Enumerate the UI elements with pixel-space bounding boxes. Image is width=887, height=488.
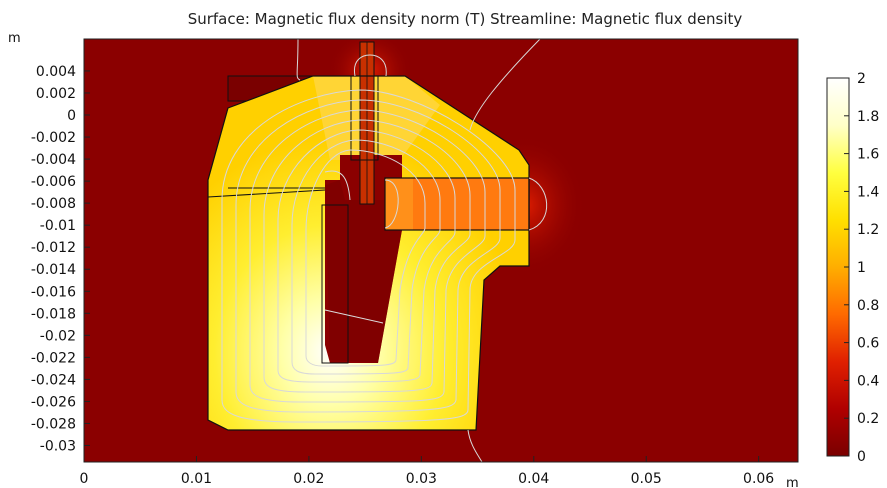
y-tick-label: -0.022 — [31, 350, 76, 366]
streamline — [353, 54, 387, 77]
core-top — [313, 76, 440, 160]
colorbar-tick-label: 1 — [857, 260, 866, 276]
x-tick-label: 0 — [80, 471, 89, 487]
colorbar-tick-label: 1.8 — [857, 109, 879, 125]
y-axis: 0.004 0.002 0 -0.002 -0.004 -0.006 -0.008 -0.01… — [31, 64, 90, 454]
streamlines — [221, 39, 548, 462]
y-tick-label: -0.002 — [31, 130, 76, 146]
colorbar-tick-label: 1.2 — [857, 222, 879, 238]
field-surface — [207, 39, 585, 462]
colorbar-tick-label: 0.6 — [857, 336, 879, 352]
y-tick-label: -0.026 — [31, 394, 76, 410]
colorbar-tick-label: 0.4 — [857, 373, 879, 389]
core-window-shade — [325, 180, 402, 363]
plot-frame — [83, 38, 799, 463]
streamline — [296, 39, 301, 81]
colorbar-axis: 2 1.8 1.6 1.4 1.2 1 0.8 0.6 0.4 0.2 0 — [844, 71, 879, 465]
y-tick-label: -0.008 — [31, 196, 76, 212]
x-axis-unit: m — [786, 476, 799, 488]
inner-slot — [321, 204, 349, 364]
y-tick-label: -0.01 — [40, 218, 76, 234]
y-tick-label: -0.018 — [31, 306, 76, 322]
colorbar-tick-label: 0 — [857, 449, 866, 465]
y-tick-label: -0.024 — [31, 372, 76, 388]
y-tick-label: -0.014 — [31, 262, 76, 278]
gap-line — [324, 309, 384, 324]
colorbar-tick-label: 0.8 — [857, 298, 879, 314]
y-tick-label: 0.004 — [36, 64, 76, 80]
x-tick-label: 0.04 — [518, 471, 549, 487]
x-axis: 0 0.01 0.02 0.03 0.04 0.05 0.06 — [80, 456, 774, 487]
x-tick-label: 0.05 — [631, 471, 662, 487]
y-tick-label: -0.016 — [31, 284, 76, 300]
colorbar-tick-label: 0.2 — [857, 411, 879, 427]
streamline — [249, 109, 486, 403]
colorbar-tick-label: 1.6 — [857, 147, 879, 163]
x-tick-label: 0.03 — [406, 471, 437, 487]
colorbar-tick-label: 2 — [857, 71, 866, 87]
streamline — [305, 149, 426, 367]
y-tick-label: -0.028 — [31, 416, 76, 432]
y-tick-label: -0.03 — [40, 438, 76, 454]
streamline — [324, 170, 351, 201]
colorbar-tick-label: 1.4 — [857, 184, 879, 200]
magnet-shade — [385, 178, 413, 230]
y-tick-label: -0.006 — [31, 174, 76, 190]
streamline — [277, 129, 456, 383]
y-tick-label: -0.004 — [31, 152, 76, 168]
magnet-outline — [384, 177, 530, 231]
streamline — [528, 177, 548, 231]
core-outline — [207, 75, 530, 431]
streamline — [467, 429, 483, 462]
streamline — [291, 139, 441, 375]
streamline — [235, 99, 501, 413]
x-tick-label: 0.02 — [293, 471, 324, 487]
streamline — [221, 89, 516, 423]
streamline — [469, 39, 541, 131]
y-tick-label: 0.002 — [36, 86, 76, 102]
y-tick-label: 0 — [67, 108, 76, 124]
chart-title: Surface: Magnetic flux density norm (T) … — [188, 10, 743, 28]
streamline — [384, 179, 399, 229]
x-tick-label: 0.06 — [743, 471, 774, 487]
x-tick-label: 0.01 — [181, 471, 212, 487]
y-axis-unit: m — [8, 31, 21, 46]
y-tick-label: -0.012 — [31, 240, 76, 256]
y-tick-label: -0.02 — [40, 328, 76, 344]
streamline — [263, 119, 471, 393]
